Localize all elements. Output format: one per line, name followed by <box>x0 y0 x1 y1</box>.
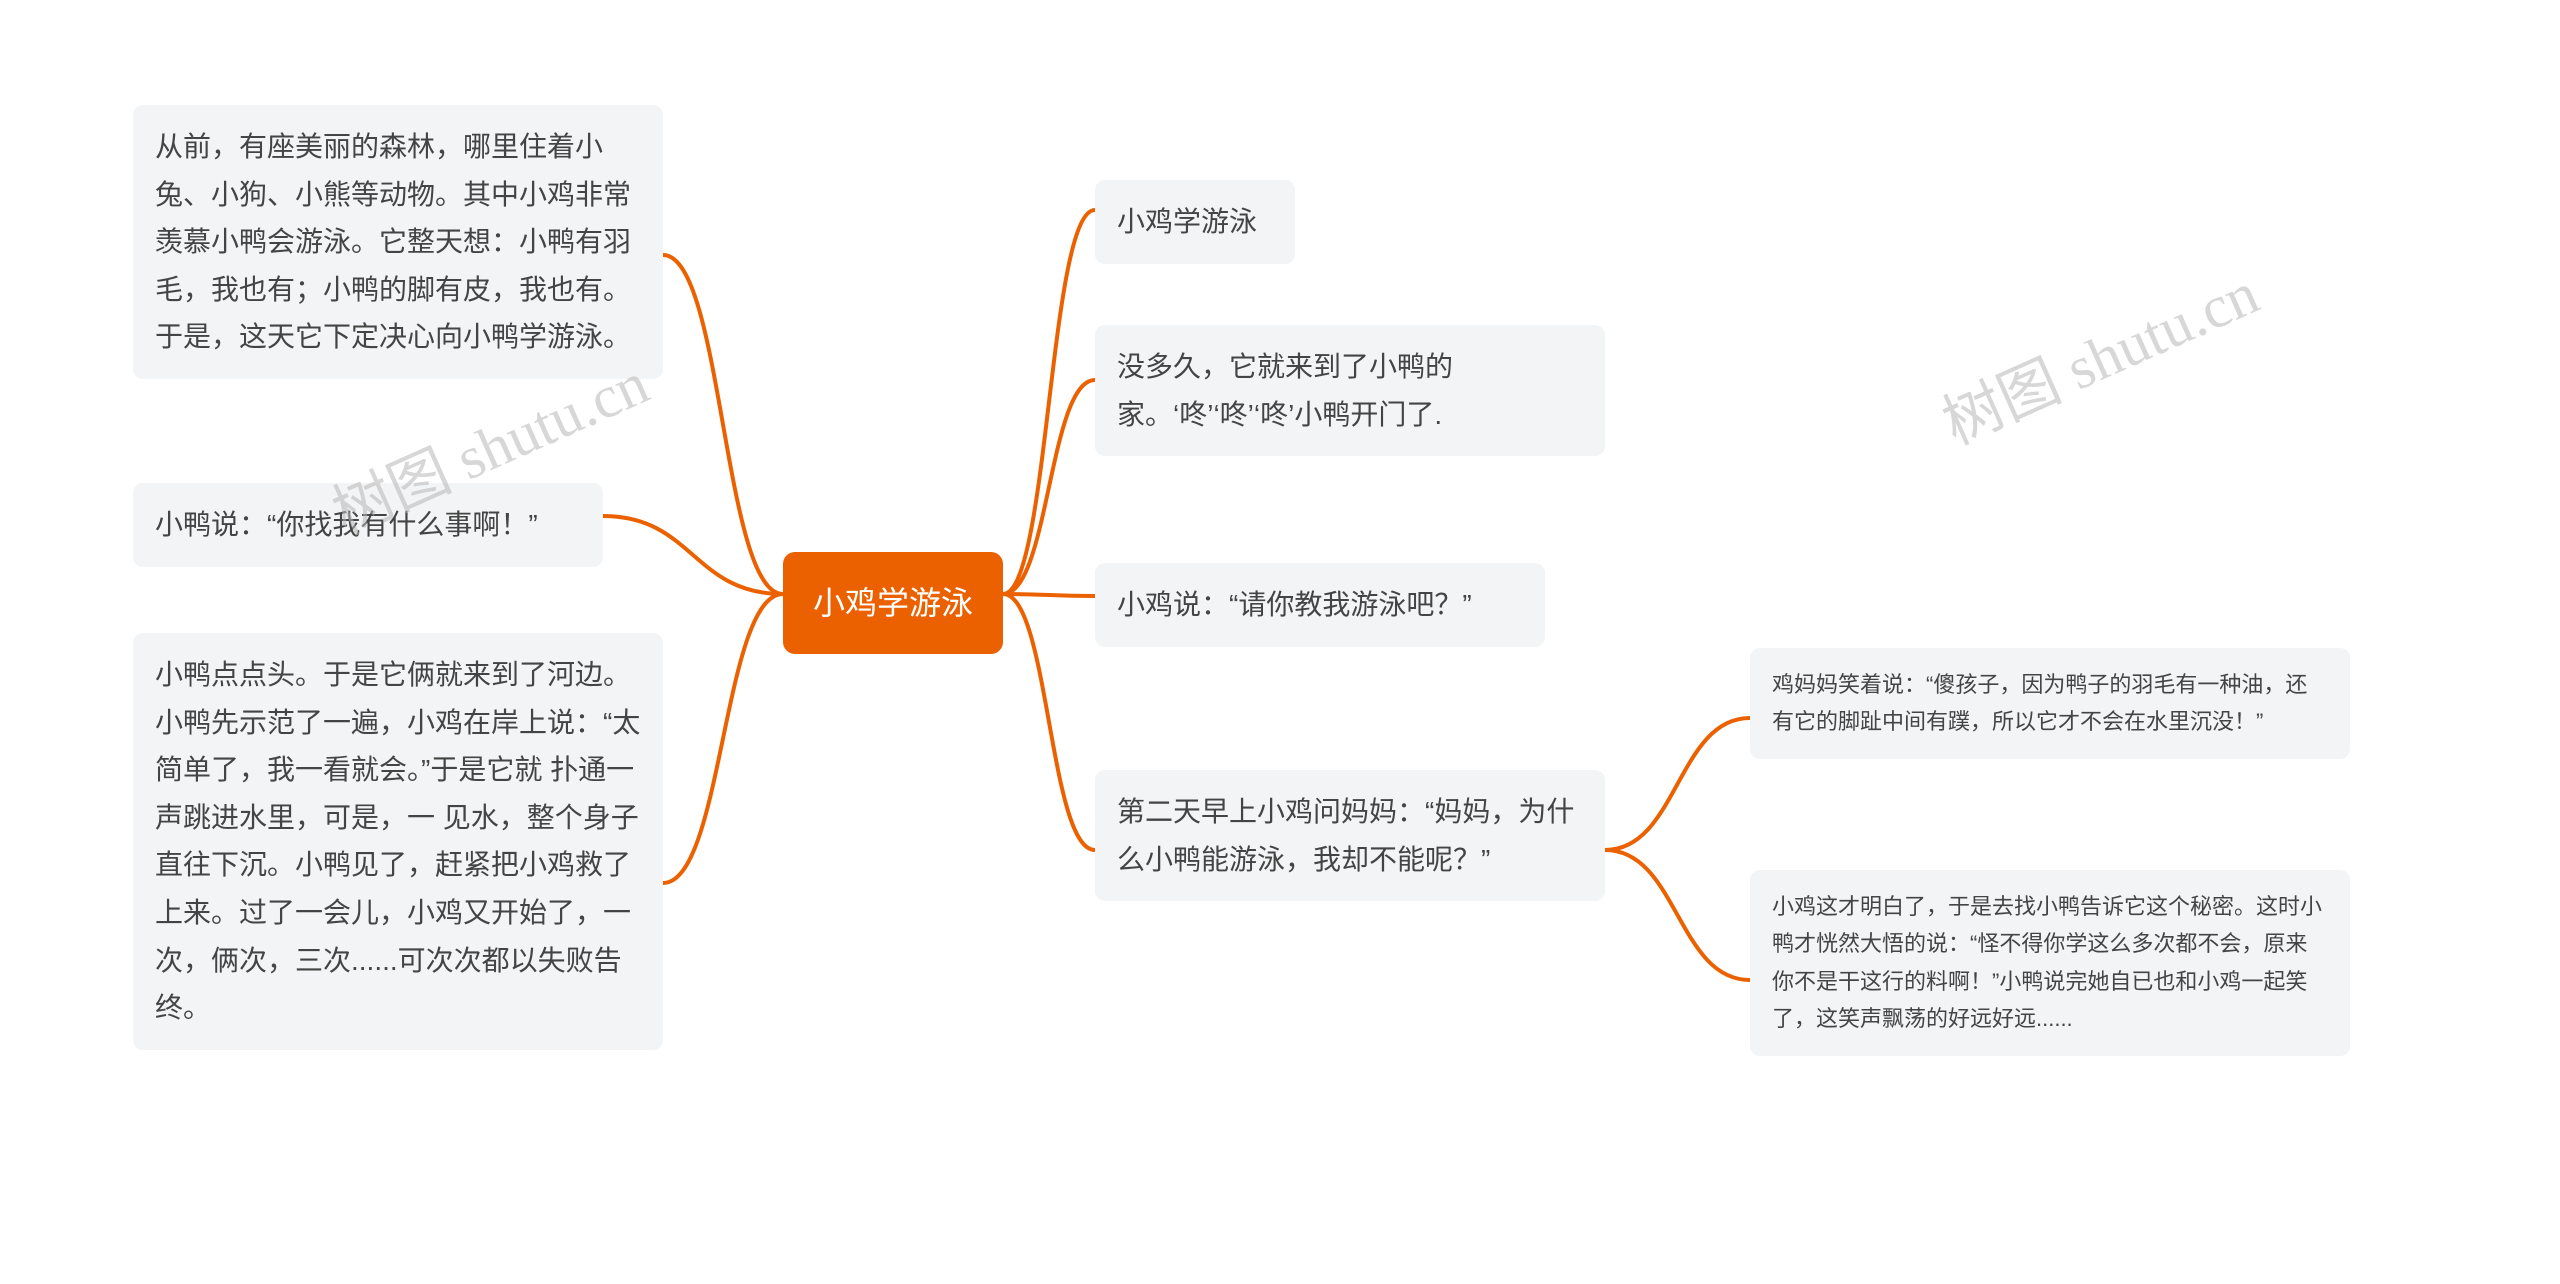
right-node-1[interactable]: 小鸡学游泳 <box>1095 180 1295 264</box>
left-node-2[interactable]: 小鸭说：“你找我有什么事啊！” <box>133 483 603 567</box>
right-node-4-child-2[interactable]: 小鸡这才明白了，于是去找小鸭告诉它这个秘密。这时小鸭才恍然大悟的说：“怪不得你学… <box>1750 870 2350 1056</box>
right-node-4[interactable]: 第二天早上小鸡问妈妈：“妈妈，为什么小鸭能游泳，我却不能呢？” <box>1095 770 1605 901</box>
watermark: 树图 shutu.cn <box>1927 245 2270 461</box>
mindmap-canvas: 小鸡学游泳 从前，有座美丽的森林，哪里住着小兔、小狗、小熊等动物。其中小鸡非常羡… <box>0 0 2560 1284</box>
right-node-2[interactable]: 没多久，它就来到了小鸭的家。‘咚’‘咚’‘咚’小鸭开门了. <box>1095 325 1605 456</box>
center-node[interactable]: 小鸡学游泳 <box>783 552 1003 654</box>
left-node-1[interactable]: 从前，有座美丽的森林，哪里住着小兔、小狗、小熊等动物。其中小鸡非常羡慕小鸭会游泳… <box>133 105 663 379</box>
right-node-4-child-1[interactable]: 鸡妈妈笑着说：“傻孩子，因为鸭子的羽毛有一种油，还有它的脚趾中间有蹼，所以它才不… <box>1750 648 2350 759</box>
left-node-3[interactable]: 小鸭点点头。于是它俩就来到了河边。小鸭先示范了一遍，小鸡在岸上说：“太简单了，我… <box>133 633 663 1050</box>
right-node-3[interactable]: 小鸡说：“请你教我游泳吧？” <box>1095 563 1545 647</box>
